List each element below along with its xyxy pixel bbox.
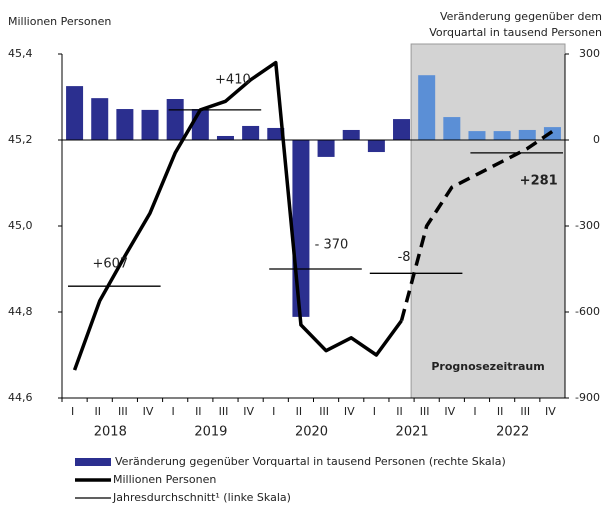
year-label: 2018 — [94, 425, 127, 440]
bar — [418, 75, 436, 140]
x-tick-label: I — [272, 405, 275, 418]
bar — [468, 131, 486, 140]
bar — [367, 140, 385, 153]
y2-tick-label: -300 — [575, 219, 600, 232]
bar — [292, 140, 310, 317]
bar — [66, 86, 84, 140]
x-tick-label: I — [71, 405, 74, 418]
bar — [116, 109, 134, 140]
line — [72, 60, 403, 371]
average-label: - 370 — [315, 238, 349, 253]
y2-tick-label: -900 — [575, 391, 600, 404]
average-label: -8 — [398, 250, 411, 265]
x-tick-label: II — [497, 405, 504, 418]
bar — [91, 98, 109, 140]
x-tick-label: III — [420, 405, 430, 418]
bar — [166, 99, 184, 140]
y-tick-label: 45,4 — [8, 47, 33, 60]
x-tick-label: III — [520, 405, 530, 418]
x-tick-label: IV — [143, 405, 154, 418]
average-label: +281 — [520, 173, 558, 188]
x-tick-label: IV — [545, 405, 556, 418]
forecast-region — [410, 43, 566, 399]
y-tick-label: 45,0 — [8, 219, 33, 232]
year-label: 2020 — [295, 425, 328, 440]
x-tick-label: III — [219, 405, 229, 418]
legend-label: Veränderung gegenüber Vorquartal in taus… — [115, 455, 506, 468]
bar — [543, 127, 561, 140]
year-label: 2021 — [396, 425, 429, 440]
x-tick-label: I — [172, 405, 175, 418]
y2-axis-label: Vorquartal in tausend Personen — [429, 26, 602, 39]
y-tick-label: 45,2 — [8, 133, 33, 146]
forecast-label: Prognosezeitraum — [431, 360, 544, 373]
bar — [443, 117, 461, 140]
y2-tick-label: 0 — [593, 133, 600, 146]
x-tick-label: IV — [444, 405, 455, 418]
average-label: +607 — [92, 257, 128, 272]
bar — [216, 135, 234, 140]
bar — [493, 131, 511, 140]
y2-tick-label: 300 — [579, 47, 600, 60]
legend-label: Millionen Personen — [113, 473, 216, 486]
y-tick-label: 44,8 — [8, 305, 33, 318]
bar — [317, 140, 335, 157]
bar — [393, 119, 411, 140]
x-tick-label: II — [296, 405, 303, 418]
bar — [267, 127, 285, 140]
bar — [242, 125, 260, 140]
x-tick-label: IV — [243, 405, 254, 418]
forecast-line — [399, 129, 554, 322]
x-tick-label: II — [396, 405, 403, 418]
year-label: 2022 — [496, 425, 529, 440]
x-tick-label: III — [319, 405, 329, 418]
y2-axis-label: Veränderung gegenüber dem — [440, 10, 602, 23]
x-tick-label: I — [373, 405, 376, 418]
bar — [518, 129, 536, 140]
bar — [141, 109, 159, 140]
x-tick-label: I — [473, 405, 476, 418]
year-label: 2019 — [194, 425, 227, 440]
y-tick-label: 44,6 — [8, 391, 33, 404]
bar — [342, 129, 360, 140]
x-tick-label: IV — [344, 405, 355, 418]
legend-swatch — [75, 458, 111, 466]
x-tick-label: II — [94, 405, 101, 418]
x-tick-label: III — [118, 405, 128, 418]
legend-label: Jahresdurchschnitt¹ (linke Skala) — [112, 491, 291, 504]
x-tick-label: II — [195, 405, 202, 418]
bar — [191, 109, 209, 140]
average-label: +410 — [215, 72, 251, 87]
y2-tick-label: -600 — [575, 305, 600, 318]
y-axis-label: Millionen Personen — [8, 15, 111, 28]
